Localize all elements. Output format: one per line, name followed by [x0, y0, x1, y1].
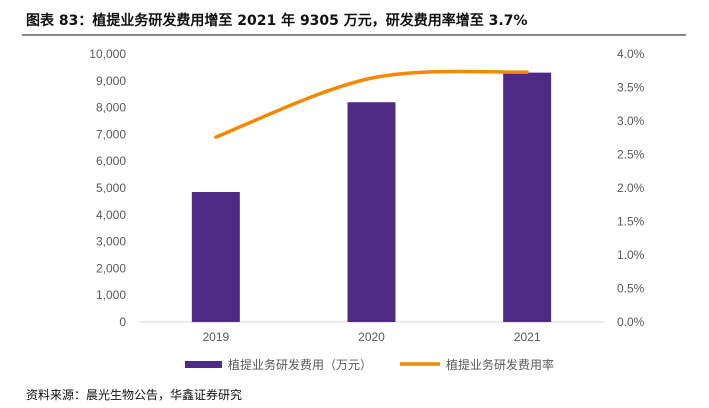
y-tick-label: 7,000 [96, 127, 126, 141]
y-tick-label: 5,000 [96, 181, 126, 195]
legend-line-label: 植提业务研发费用率 [446, 357, 554, 372]
y2-tick-label: 4.0% [617, 47, 645, 61]
y2-tick-label: 3.0% [617, 114, 645, 128]
title-divider [22, 34, 686, 36]
y-tick-label: 6,000 [96, 154, 126, 168]
bar-2019 [191, 192, 240, 322]
y-tick-label: 2,000 [96, 261, 126, 275]
bar-2020 [347, 102, 396, 323]
y-tick-label: 9,000 [96, 74, 126, 88]
y-tick-label: 3,000 [96, 235, 126, 249]
chart-title: 图表 83：植提业务研发费用增至 2021 年 9305 万元，研发费用率增至 … [26, 13, 528, 29]
y2-tick-label: 1.0% [617, 248, 645, 262]
y2-tick-label: 0.0% [617, 315, 645, 329]
source-note: 资料来源：晨光生物公告，华鑫证券研究 [26, 388, 243, 402]
x-tick-label: 2019 [202, 330, 229, 344]
legend-bar-swatch [185, 361, 222, 368]
y-tick-label: 8,000 [96, 101, 126, 115]
y-tick-label: 10,000 [89, 47, 126, 61]
y-tick-label: 4,000 [96, 208, 126, 222]
x-tick-label: 2020 [358, 330, 385, 344]
legend-bar-label: 植提业务研发费用（万元） [228, 357, 372, 372]
bar-2021 [503, 72, 552, 322]
y-tick-label: 0 [119, 315, 126, 329]
y-tick-label: 1,000 [96, 288, 126, 302]
y2-tick-label: 1.5% [617, 215, 645, 229]
y2-tick-label: 2.0% [617, 181, 645, 195]
x-tick-label: 2021 [514, 330, 541, 344]
y2-tick-label: 0.5% [617, 282, 645, 296]
y2-tick-label: 3.5% [617, 81, 645, 95]
y2-tick-label: 2.5% [617, 148, 645, 162]
